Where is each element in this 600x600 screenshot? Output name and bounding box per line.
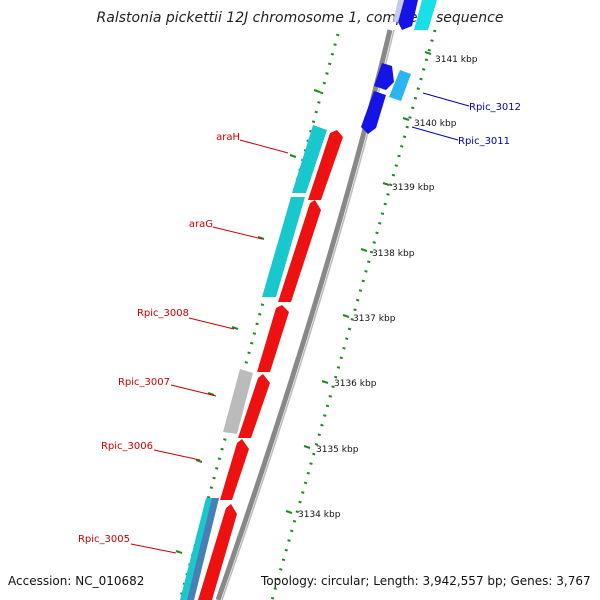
gene-araG-reverse[interactable] [262,197,305,297]
gene-label[interactable]: araH [216,132,240,143]
gene-top-light[interactable] [393,0,404,22]
inner-major-ticks [285,51,432,514]
accession-label: Accession: NC_010682 [8,574,145,588]
gene-araH-forward[interactable] [308,130,343,200]
gene-top-blue[interactable] [398,0,418,30]
scale-tick-label: 3140 kbp [414,119,457,129]
scale-tick-label: 3135 kbp [316,445,359,455]
gene-label[interactable]: Rpic_3012 [469,102,521,113]
gene-araH-reverse[interactable] [292,125,327,193]
gene-label[interactable]: araG [189,219,213,230]
gene-label[interactable]: Rpic_3008 [137,308,189,319]
scale-tick-label: 3134 kbp [298,510,341,520]
gene-3012-lightblue[interactable] [389,70,411,101]
scale-tick-label: 3136 kbp [334,379,377,389]
gene-3012-blue[interactable] [374,63,394,90]
gene-3011-blue[interactable] [361,91,386,134]
scale-tick-label: 3138 kbp [372,249,415,259]
scale-tick-label: 3141 kbp [435,55,478,65]
gene-3005-reverse-inner[interactable] [187,498,219,600]
scale-tick-label: 3139 kbp [392,183,435,193]
gene-label[interactable]: Rpic_3005 [78,534,130,545]
gene-3007-hypothetical[interactable] [223,369,253,434]
summary-label: Topology: circular; Length: 3,942,557 bp… [261,574,591,588]
leader-lines-red [130,139,289,554]
leader-lines-blue [411,92,470,141]
gene-3007-forward[interactable] [238,374,270,438]
gene-araG-forward[interactable] [278,200,321,302]
gene-3006-forward[interactable] [220,439,249,500]
outer-major-ticks [175,89,321,554]
scale-tick-label: 3137 kbp [353,314,396,324]
gene-label[interactable]: Rpic_3007 [118,377,170,388]
gene-3005-forward[interactable] [198,504,237,600]
gene-3008-forward[interactable] [257,305,289,372]
gene-label[interactable]: Rpic_3011 [458,136,510,147]
gene-top-cyan[interactable] [414,0,437,30]
gene-label[interactable]: Rpic_3006 [101,441,153,452]
